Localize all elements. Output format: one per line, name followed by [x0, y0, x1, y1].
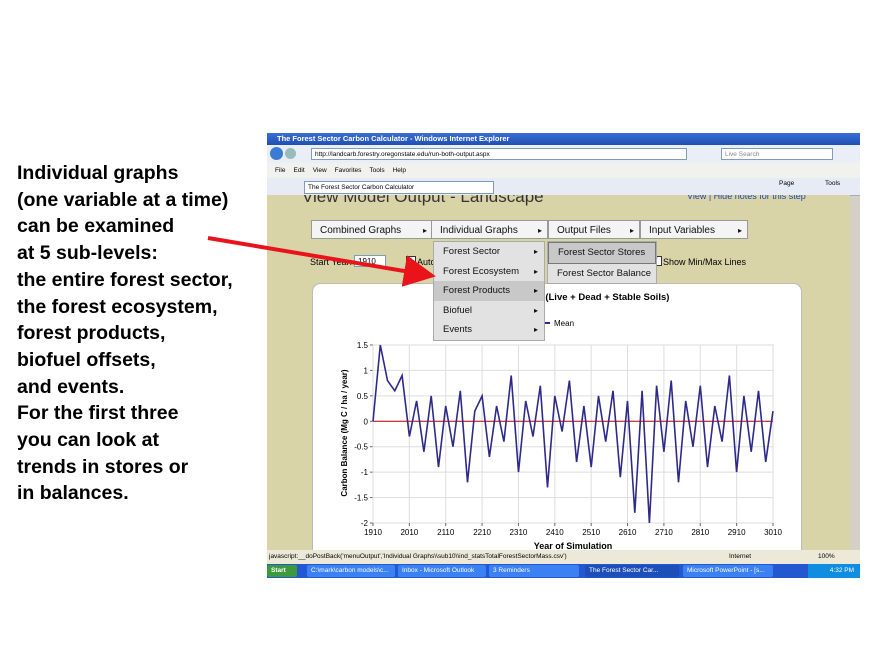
slide-line: the entire forest sector,	[17, 268, 233, 291]
start-year-input[interactable]: 1910	[354, 255, 386, 267]
y-tick-label: 1	[364, 366, 369, 375]
menu-item[interactable]: Tools	[369, 167, 385, 174]
notes-link[interactable]: View | Hide notes for this step	[687, 195, 806, 201]
x-tick-label: 2510	[582, 528, 600, 537]
submenu-item[interactable]: Forest Sector Stores	[548, 242, 656, 264]
slide-line: at 5 sub-levels:	[17, 242, 158, 265]
y-tick-label: -1.5	[354, 494, 368, 503]
chart-title: Net Ecosystem (Live + Dead + Stable Soil…	[475, 292, 670, 303]
x-tick-label: 1910	[364, 528, 382, 537]
slide-line: For the first three	[17, 402, 179, 425]
x-tick-label: 2010	[400, 528, 418, 537]
y-tick-label: 1.5	[357, 341, 369, 350]
nav-button[interactable]: Combined Graphs	[311, 220, 433, 240]
chart: Net Ecosystem (Live + Dead + Stable Soil…	[312, 283, 802, 550]
menu-item[interactable]: Favorites	[334, 167, 362, 174]
slide-line: biofuel offsets,	[17, 348, 156, 371]
x-tick-label: 2310	[510, 528, 528, 537]
zoom[interactable]: 100%	[818, 553, 835, 560]
nav-button[interactable]: Input Variables	[640, 220, 748, 240]
task-button[interactable]: Microsoft PowerPoint - [s...	[683, 565, 773, 577]
y-axis-label: Carbon Balance (Mg C / ha / year)	[340, 369, 349, 496]
task-button[interactable]: The Forest Sector Car...	[585, 565, 679, 577]
minmax-label: Show Min/Max Lines	[663, 257, 747, 267]
slide-line: the forest ecosystem,	[17, 295, 218, 318]
search-field[interactable]: Live Search	[721, 148, 833, 160]
slide-line: you can look at	[17, 429, 159, 451]
window-title: The Forest Sector Carbon Calculator - Wi…	[267, 133, 860, 145]
slide-line: Individual graphs	[17, 162, 179, 184]
y-tick-label: -1	[361, 468, 369, 477]
slide-line: and events.	[17, 375, 125, 398]
menu-item[interactable]: File	[275, 167, 286, 174]
x-tick-label: 2410	[546, 528, 564, 537]
task-button[interactable]: 3 Reminders	[489, 565, 579, 577]
dropdown-item[interactable]: Forest Products	[434, 281, 544, 301]
dropdown-item[interactable]: Forest Sector	[434, 242, 544, 262]
menu-item[interactable]: Help	[392, 167, 406, 174]
legend-label: Mean	[554, 319, 574, 328]
back-button[interactable]	[270, 147, 283, 160]
tab-bar: The Forest Sector Carbon Calculator Page…	[267, 178, 860, 196]
x-tick-label: 2710	[655, 528, 673, 537]
y-tick-label: 0.5	[357, 392, 369, 401]
start-year-label: Start Year:	[310, 257, 353, 267]
zone: Internet	[729, 553, 752, 560]
series-line	[372, 344, 774, 524]
slide-line: can be examined	[17, 215, 175, 238]
tab[interactable]: The Forest Sector Carbon Calculator	[304, 181, 494, 194]
slide-line: in balances.	[17, 482, 129, 505]
status-bar: javascript:__doPostBack('menuOutput','In…	[267, 550, 860, 564]
dropdown-item[interactable]: Biofuel	[434, 301, 544, 321]
clock: 4:32 PM	[808, 564, 860, 578]
slide-line: trends in stores or	[17, 455, 189, 478]
dropdown-item[interactable]: Events	[434, 320, 544, 340]
slide-line: (one variable at a time)	[17, 188, 229, 211]
page-content: View Model Output - Landscape View | Hid…	[267, 195, 850, 550]
checkbox[interactable]: ✓	[406, 256, 416, 266]
dropdown-item[interactable]: Forest Ecosystem	[434, 262, 544, 282]
x-tick-label: 2210	[473, 528, 491, 537]
url-field[interactable]: http://landcarb.forestry.oregonstate.edu…	[311, 148, 687, 160]
taskbar: Start 4:32 PM C:\mark\carbon models\c...…	[267, 564, 860, 578]
browser-window: The Forest Sector Carbon Calculator - Wi…	[267, 133, 860, 578]
x-tick-label: 2110	[437, 528, 455, 537]
menu-bar: File Edit View Favorites Tools Help	[267, 163, 860, 178]
start-button[interactable]: Start	[267, 565, 297, 577]
page-heading: View Model Output - Landscape	[302, 195, 544, 206]
y-tick-label: -2	[361, 519, 369, 528]
nav-button[interactable]: Output Files	[548, 220, 640, 240]
x-tick-label: 3010	[764, 528, 782, 537]
menu-item[interactable]: Edit	[293, 167, 305, 174]
tools-menu[interactable]: Tools	[825, 180, 841, 187]
status-text: javascript:__doPostBack('menuOutput','In…	[269, 553, 567, 560]
slide-line: forest products,	[17, 322, 166, 345]
submenu: Forest Sector Stores Forest Sector Balanc…	[547, 241, 657, 285]
address-bar: http://landcarb.forestry.oregonstate.edu…	[267, 145, 860, 163]
forward-button[interactable]	[285, 148, 296, 159]
task-button[interactable]: Inbox - Microsoft Outlook	[398, 565, 486, 577]
task-button[interactable]: C:\mark\carbon models\c...	[307, 565, 395, 577]
submenu-item[interactable]: Forest Sector Balance	[557, 267, 651, 279]
dropdown-menu: Forest SectorForest EcosystemForest Prod…	[433, 241, 545, 341]
x-axis-label: Year of Simulation	[534, 541, 613, 550]
x-tick-label: 2910	[728, 528, 746, 537]
x-tick-label: 2810	[691, 528, 709, 537]
x-tick-label: 2610	[619, 528, 637, 537]
y-tick-label: 0	[364, 417, 369, 426]
page-menu[interactable]: Page	[779, 180, 795, 187]
nav-button[interactable]: Individual Graphs	[431, 220, 548, 240]
y-tick-label: -0.5	[354, 443, 368, 452]
plot-area	[372, 344, 774, 524]
menu-item[interactable]: View	[312, 167, 327, 174]
